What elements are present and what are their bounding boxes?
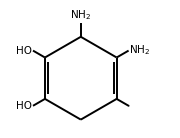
Text: HO: HO [16, 46, 32, 56]
Text: NH$_2$: NH$_2$ [129, 44, 150, 58]
Text: NH$_2$: NH$_2$ [70, 8, 91, 22]
Text: HO: HO [16, 101, 32, 111]
